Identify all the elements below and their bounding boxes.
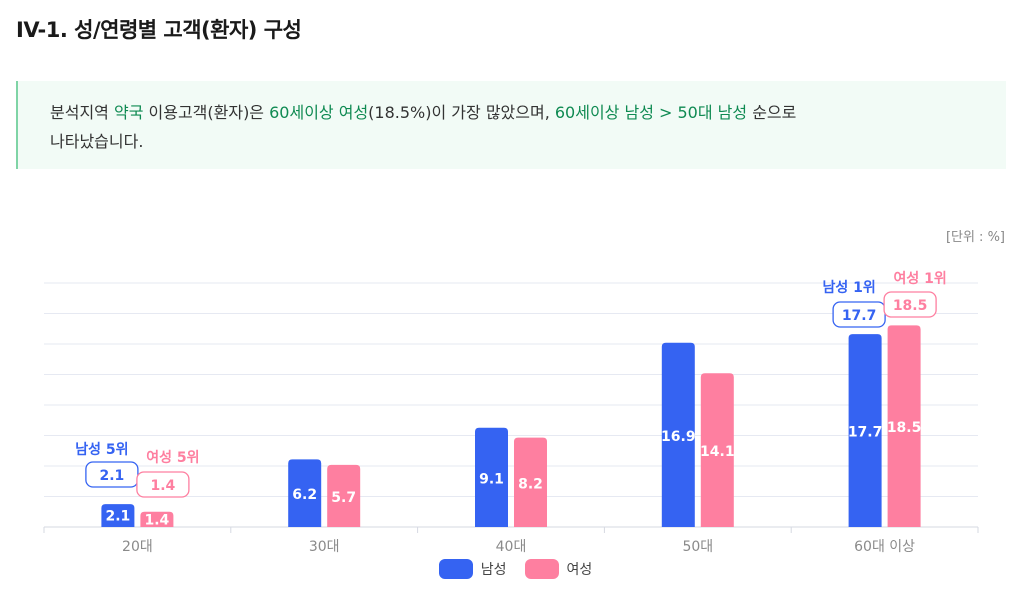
summary-text: (18.5%)이 가장 많았으며, xyxy=(368,103,555,122)
bar-female-4 xyxy=(887,325,921,527)
summary-text: 순으로 xyxy=(747,103,797,122)
legend-item-female[interactable]: 여성 xyxy=(524,559,593,579)
bar-value-label: 2.1 xyxy=(105,509,130,525)
bar-female-3 xyxy=(700,373,734,527)
bar-male-4 xyxy=(848,334,882,527)
callout-box xyxy=(136,471,190,498)
legend-label-female: 여성 xyxy=(566,562,593,578)
rank-label: 여성 1위 xyxy=(893,270,946,287)
bar-male-1 xyxy=(288,459,322,527)
callout-value: 1.4 xyxy=(150,478,175,494)
x-tick-label: 20대 xyxy=(122,539,153,555)
summary-text: 나타났습니다. xyxy=(50,132,144,151)
bar-male-0 xyxy=(101,504,135,527)
chart-legend: 남성 여성 xyxy=(0,559,1031,579)
legend-swatch-female xyxy=(524,559,559,579)
bar-value-label: 8.2 xyxy=(518,476,543,492)
summary-box: 분석지역 약국 이용고객(환자)은 60세이상 여성(18.5%)이 가장 많았… xyxy=(16,81,1006,169)
bar-female-0 xyxy=(140,511,174,527)
bar-value-label: 14.1 xyxy=(700,444,735,460)
x-tick-label: 50대 xyxy=(682,539,713,555)
bar-value-label: 5.7 xyxy=(331,490,356,506)
callout-box xyxy=(883,291,937,318)
bar-male-3 xyxy=(661,342,695,527)
rank-label: 여성 5위 xyxy=(146,449,199,466)
callout-value: 18.5 xyxy=(893,298,928,314)
summary-highlight: 60세이상 남성 > 50대 남성 xyxy=(554,103,748,122)
rank-label: 남성 5위 xyxy=(75,441,128,458)
x-tick-label: 40대 xyxy=(496,539,527,555)
bar-female-2 xyxy=(514,437,547,527)
unit-label: [단위 : %] xyxy=(945,230,1005,245)
bar-value-label: 9.1 xyxy=(479,471,504,487)
x-tick-label: 30대 xyxy=(309,539,340,555)
summary-highlight: 60세이상 여성 xyxy=(269,103,369,122)
bar-chart: 2.1 1.4 20대 6.2 5.7 30대 9.1 8.2 40대 16.914.1 50대 17… xyxy=(43,270,979,555)
summary-text: 분석지역 xyxy=(50,103,114,122)
bar-value-label: 18.5 xyxy=(887,420,922,436)
legend-label-male: 남성 xyxy=(480,562,507,578)
bar-female-1 xyxy=(327,464,361,527)
legend-item-male[interactable]: 남성 xyxy=(438,559,507,579)
bar-value-label: 6.2 xyxy=(292,487,317,503)
summary-text: 이용고객(환자)은 xyxy=(143,103,270,122)
page-title: IV-1. 성/연령별 고객(환자) 구성 xyxy=(16,18,302,42)
x-tick-label: 60대 이상 xyxy=(854,539,915,555)
bar-value-label: 16.9 xyxy=(661,429,696,445)
callout-value: 2.1 xyxy=(99,468,124,484)
bar-male-2 xyxy=(475,427,508,527)
bar-value-label: 1.4 xyxy=(144,512,169,528)
callout-value: 17.7 xyxy=(842,308,877,324)
summary-highlight: 약국 xyxy=(113,103,144,122)
legend-swatch-male xyxy=(438,559,473,579)
bar-value-label: 17.7 xyxy=(848,425,883,441)
rank-label: 남성 1위 xyxy=(822,279,875,296)
